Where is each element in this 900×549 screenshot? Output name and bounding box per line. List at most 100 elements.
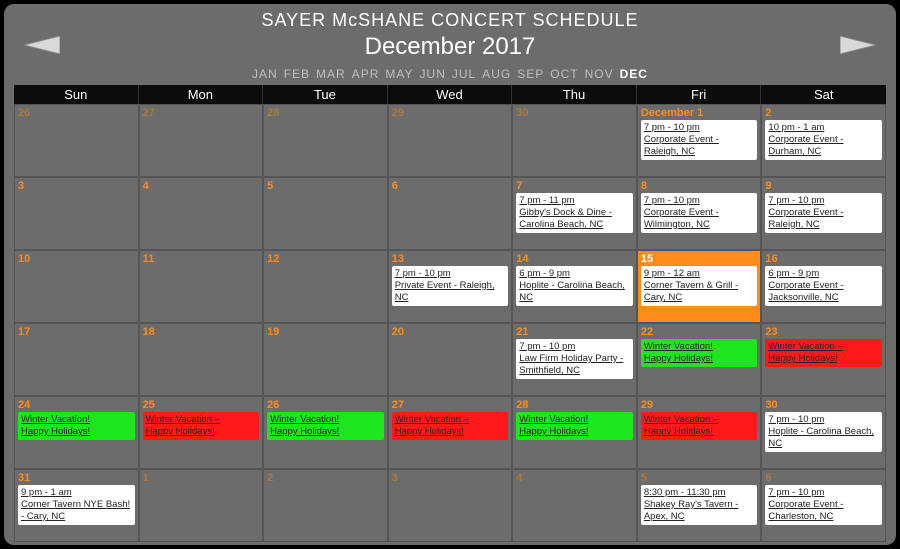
day-number: 30	[516, 107, 633, 119]
calendar-cell[interactable]: 97 pm - 10 pmCorporate Event - Raleigh, …	[761, 177, 886, 250]
calendar-cell[interactable]: 23Winter Vacation –Happy Holidays!	[761, 323, 886, 396]
day-number: 10	[18, 253, 135, 265]
weekday-header: Mon	[139, 85, 264, 104]
calendar-cell[interactable]: 77 pm - 11 pmGibby's Dock & Dine - Carol…	[512, 177, 637, 250]
calendar-cell[interactable]: 2	[263, 469, 388, 542]
calendar-cell[interactable]: 28	[263, 104, 388, 177]
calendar-event[interactable]: 8:30 pm - 11:30 pmShakey Ray's Tavern - …	[641, 485, 758, 525]
day-number: December 1	[641, 107, 758, 119]
calendar-cell[interactable]: 5	[263, 177, 388, 250]
calendar-event[interactable]: 7 pm - 11 pmGibby's Dock & Dine - Caroli…	[516, 193, 633, 233]
calendar-cell[interactable]: 26	[14, 104, 139, 177]
calendar-cell[interactable]: 3	[388, 469, 513, 542]
calendar-cell[interactable]: 67 pm - 10 pmCorporate Event - Charlesto…	[761, 469, 886, 542]
month-link-jan[interactable]: JAN	[252, 67, 278, 81]
day-number: 14	[516, 253, 633, 265]
event-description: Happy Holidays!	[768, 353, 879, 365]
calendar-cell[interactable]: 11	[139, 250, 264, 323]
calendar-event[interactable]: 7 pm - 10 pmHoplite - Carolina Beach, NC	[765, 412, 882, 452]
calendar-cell[interactable]: December 17 pm - 10 pmCorporate Event - …	[637, 104, 762, 177]
calendar-cell[interactable]: 27	[139, 104, 264, 177]
month-link-mar[interactable]: MAR	[316, 67, 346, 81]
calendar-cell[interactable]: 87 pm - 10 pmCorporate Event - Wilmingto…	[637, 177, 762, 250]
event-time: 7 pm - 10 pm	[768, 487, 879, 499]
event-time: 7 pm - 10 pm	[768, 414, 879, 426]
calendar-cell[interactable]: 18	[139, 323, 264, 396]
calendar-cell[interactable]: 29Winter Vacation –Happy Holidays!	[637, 396, 762, 469]
calendar-event[interactable]: Winter Vacation –Happy Holidays!	[765, 339, 882, 367]
event-time: 9 pm - 1 am	[21, 487, 132, 499]
day-number: 4	[143, 180, 260, 192]
weekday-header-row: SunMonTueWedThuFriSat	[14, 85, 886, 104]
calendar-event[interactable]: 9 pm - 1 amCorner Tavern NYE Bash! - Car…	[18, 485, 135, 525]
month-link-sep[interactable]: SEP	[517, 67, 544, 81]
calendar-cell[interactable]: 6	[388, 177, 513, 250]
calendar-cell[interactable]: 17	[14, 323, 139, 396]
calendar-cell[interactable]: 307 pm - 10 pmHoplite - Carolina Beach, …	[761, 396, 886, 469]
calendar-event[interactable]: Winter Vacation!Happy Holidays!	[516, 412, 633, 440]
calendar-cell[interactable]: 3	[14, 177, 139, 250]
calendar-event[interactable]: Winter Vacation!Happy Holidays!	[18, 412, 135, 440]
calendar-cell[interactable]: 28Winter Vacation!Happy Holidays!	[512, 396, 637, 469]
month-link-oct[interactable]: OCT	[550, 67, 578, 81]
day-number: 3	[392, 472, 509, 484]
calendar-event[interactable]: Winter Vacation!Happy Holidays!	[641, 339, 758, 367]
calendar-cell[interactable]: 1	[139, 469, 264, 542]
calendar-cell[interactable]: 22Winter Vacation!Happy Holidays!	[637, 323, 762, 396]
calendar-cell[interactable]: 19	[263, 323, 388, 396]
calendar-cell[interactable]: 159 pm - 12 amCorner Tavern & Grill - Ca…	[637, 250, 762, 323]
month-link-jul[interactable]: JUL	[452, 67, 476, 81]
month-link-aug[interactable]: AUG	[482, 67, 511, 81]
calendar-event[interactable]: Winter Vacation –Happy Holidays!	[143, 412, 260, 440]
calendar-cell[interactable]: 30	[512, 104, 637, 177]
event-description: Corporate Event - Charleston, NC	[768, 499, 879, 523]
calendar-cell[interactable]: 210 pm - 1 amCorporate Event - Durham, N…	[761, 104, 886, 177]
day-number: 26	[18, 107, 135, 119]
calendar-cell[interactable]: 25Winter Vacation –Happy Holidays!	[139, 396, 264, 469]
calendar-event[interactable]: 7 pm - 10 pmCorporate Event - Wilmington…	[641, 193, 758, 233]
weekday-header: Wed	[388, 85, 513, 104]
calendar-cell[interactable]: 4	[512, 469, 637, 542]
month-link-feb[interactable]: FEB	[284, 67, 310, 81]
day-number: 3	[18, 180, 135, 192]
calendar-cell[interactable]: 10	[14, 250, 139, 323]
calendar-event[interactable]: 7 pm - 10 pmLaw Firm Holiday Party - Smi…	[516, 339, 633, 379]
weekday-header: Fri	[637, 85, 762, 104]
calendar-cell[interactable]: 58:30 pm - 11:30 pmShakey Ray's Tavern -…	[637, 469, 762, 542]
day-number: 6	[765, 472, 882, 484]
event-time: Winter Vacation!	[270, 414, 381, 426]
calendar-event[interactable]: 7 pm - 10 pmCorporate Event - Raleigh, N…	[765, 193, 882, 233]
calendar-cell[interactable]: 137 pm - 10 pmPrivate Event - Raleigh, N…	[388, 250, 513, 323]
calendar-cell[interactable]: 29	[388, 104, 513, 177]
month-link-dec[interactable]: DEC	[620, 67, 648, 81]
day-number: 1	[143, 472, 260, 484]
event-description: Happy Holidays!	[519, 426, 630, 438]
calendar-event[interactable]: Winter Vacation!Happy Holidays!	[267, 412, 384, 440]
calendar-cell[interactable]: 217 pm - 10 pmLaw Firm Holiday Party - S…	[512, 323, 637, 396]
month-link-jun[interactable]: JUN	[420, 67, 446, 81]
calendar-cell[interactable]: 146 pm - 9 pmHoplite - Carolina Beach, N…	[512, 250, 637, 323]
calendar-cell[interactable]: 26Winter Vacation!Happy Holidays!	[263, 396, 388, 469]
calendar-cell[interactable]: 24Winter Vacation!Happy Holidays!	[14, 396, 139, 469]
calendar-cell[interactable]: 12	[263, 250, 388, 323]
calendar-event[interactable]: 6 pm - 9 pmCorporate Event - Jacksonvill…	[765, 266, 882, 306]
month-header: December 2017	[14, 33, 886, 61]
event-time: 7 pm - 10 pm	[644, 122, 755, 134]
month-link-nov[interactable]: NOV	[585, 67, 614, 81]
calendar-event[interactable]: 7 pm - 10 pmCorporate Event - Raleigh, N…	[641, 120, 758, 160]
calendar-cell[interactable]: 27Winter Vacation –Happy Holidays!	[388, 396, 513, 469]
event-description: Happy Holidays!	[146, 426, 257, 438]
calendar-event[interactable]: Winter Vacation –Happy Holidays!	[641, 412, 758, 440]
month-link-apr[interactable]: APR	[352, 67, 380, 81]
calendar-event[interactable]: 9 pm - 12 amCorner Tavern & Grill - Cary…	[641, 266, 758, 306]
calendar-event[interactable]: 7 pm - 10 pmCorporate Event - Charleston…	[765, 485, 882, 525]
calendar-cell[interactable]: 319 pm - 1 amCorner Tavern NYE Bash! - C…	[14, 469, 139, 542]
calendar-event[interactable]: 6 pm - 9 pmHoplite - Carolina Beach, NC	[516, 266, 633, 306]
calendar-cell[interactable]: 4	[139, 177, 264, 250]
calendar-cell[interactable]: 20	[388, 323, 513, 396]
calendar-cell[interactable]: 166 pm - 9 pmCorporate Event - Jacksonvi…	[761, 250, 886, 323]
calendar-event[interactable]: Winter Vacation –Happy Holidays!	[392, 412, 509, 440]
calendar-event[interactable]: 10 pm - 1 amCorporate Event - Durham, NC	[765, 120, 882, 160]
calendar-event[interactable]: 7 pm - 10 pmPrivate Event - Raleigh, NC	[392, 266, 509, 306]
month-link-may[interactable]: MAY	[385, 67, 413, 81]
